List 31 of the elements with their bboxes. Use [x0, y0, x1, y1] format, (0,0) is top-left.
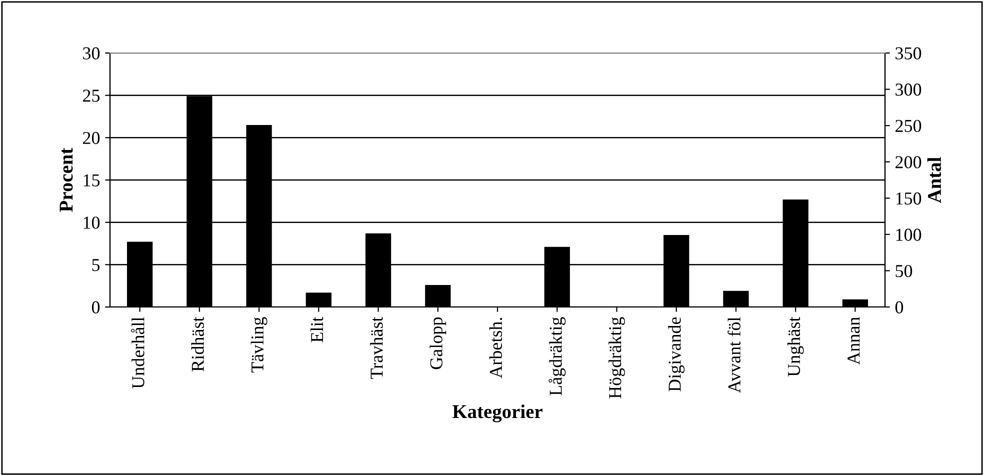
x-tick-label: Lågdräktig [548, 317, 566, 396]
x-tick-label: Travhäst [370, 316, 383, 379]
y2-tick-label: 150 [896, 192, 922, 205]
y-tick-label: 25 [83, 90, 100, 102]
x-tick-label: Annan [848, 316, 860, 365]
x-tick-label: Arbetsh. [489, 318, 502, 378]
y-tick-label: 5 [92, 259, 100, 272]
y-tick-label: 0 [92, 301, 100, 314]
y-tick-label: 10 [84, 216, 100, 229]
y2-tick-label: 200 [896, 156, 922, 168]
x-tick-label: Avvant föl [728, 317, 740, 393]
y-axis-title: Procent [60, 148, 73, 212]
y-tick-label: 30 [83, 47, 100, 60]
x-tick-label: Högdräktig [608, 317, 625, 398]
x-tick-label: Digivande [668, 317, 685, 392]
y2-tick-label: 50 [896, 264, 912, 278]
y2-tick-label: 0 [895, 301, 904, 314]
x-tick-label: Tävling [250, 317, 268, 373]
y2-tick-label: 350 [896, 47, 922, 60]
x-tick-label: Unghäst [787, 316, 804, 377]
x-axis-title: Kategorier [452, 404, 542, 422]
y2-tick-label: 300 [896, 84, 922, 96]
y2-tick-label: 100 [896, 228, 922, 241]
x-tick-label: Ridhäst [191, 316, 204, 372]
y2-tick-label: 250 [896, 120, 922, 132]
y-tick-label: 20 [83, 132, 100, 144]
y-tick-label: 15 [84, 174, 100, 186]
y2-axis-title: Antal [927, 157, 942, 204]
x-tick-label: Galopp [430, 317, 446, 370]
x-tick-label: Elit [310, 316, 324, 342]
x-tick-label: Underhåll [131, 317, 144, 389]
